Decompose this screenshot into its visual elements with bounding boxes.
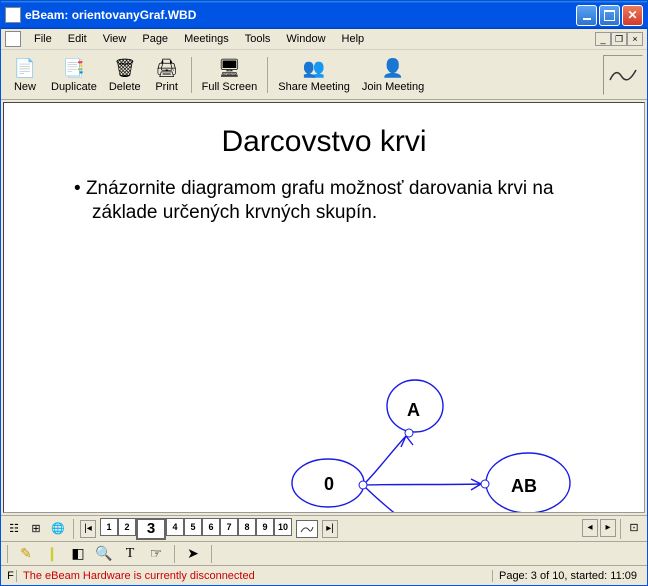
share-meeting-icon: 👥 bbox=[302, 56, 326, 80]
page-thumb-6[interactable]: 6 bbox=[202, 518, 220, 536]
print-button[interactable]: 🖨 Print bbox=[147, 53, 187, 97]
svg-text:0: 0 bbox=[324, 474, 334, 494]
join-meeting-icon: 👤 bbox=[381, 56, 405, 80]
text-tool-icon[interactable]: T bbox=[122, 546, 138, 562]
page-thumb-3[interactable]: 3 bbox=[136, 518, 166, 540]
new-label: New bbox=[14, 81, 36, 93]
new-button[interactable]: 📄 New bbox=[5, 53, 45, 97]
page-draw-thumb[interactable] bbox=[296, 520, 318, 538]
graph-diagram: 0ABAB bbox=[4, 103, 644, 513]
toolbar-separator bbox=[191, 57, 192, 93]
delete-icon: 🗑 bbox=[113, 56, 137, 80]
fullscreen-button[interactable]: 🖥 Full Screen bbox=[196, 53, 264, 97]
scribble-tool-button[interactable] bbox=[603, 55, 643, 95]
page-thumbnails: 12345678910 bbox=[100, 518, 292, 540]
statusbar: F The eBeam Hardware is currently discon… bbox=[1, 565, 647, 585]
menu-help[interactable]: Help bbox=[335, 31, 372, 47]
menubar: File Edit View Page Meetings Tools Windo… bbox=[1, 29, 647, 50]
print-label: Print bbox=[155, 81, 178, 93]
pager-next-button[interactable]: ▸ bbox=[600, 519, 616, 537]
close-button[interactable] bbox=[622, 5, 643, 26]
toolbar: 📄 New 📑 Duplicate 🗑 Delete 🖨 Print 🖥 Ful… bbox=[1, 50, 647, 100]
globe-icon[interactable]: 🌐 bbox=[49, 520, 67, 538]
page-thumb-8[interactable]: 8 bbox=[238, 518, 256, 536]
pager-separator bbox=[620, 519, 621, 539]
join-meeting-button[interactable]: 👤 Join Meeting bbox=[356, 53, 430, 97]
page-thumb-2[interactable]: 2 bbox=[118, 518, 136, 536]
pager-bar: ☷ ⊞ 🌐 |◂ 12345678910 ▸| ◂ ▸ ⊡ bbox=[1, 515, 647, 541]
mdi-close-button[interactable]: × bbox=[627, 32, 643, 46]
window-title: eBeam: orientovanyGraf.WBD bbox=[25, 8, 576, 22]
page-thumb-4[interactable]: 4 bbox=[166, 518, 184, 536]
page-thumb-5[interactable]: 5 bbox=[184, 518, 202, 536]
toolbar-separator bbox=[267, 57, 268, 93]
menu-file[interactable]: File bbox=[27, 31, 59, 47]
share-meeting-label: Share Meeting bbox=[278, 81, 350, 93]
delete-button[interactable]: 🗑 Delete bbox=[103, 53, 147, 97]
delete-label: Delete bbox=[109, 81, 141, 93]
highlighter-tool-icon[interactable]: ❙ bbox=[44, 546, 60, 562]
menu-window[interactable]: Window bbox=[279, 31, 332, 47]
eraser-tool-icon[interactable]: ◧ bbox=[70, 546, 86, 562]
page-thumb-7[interactable]: 7 bbox=[220, 518, 238, 536]
join-meeting-label: Join Meeting bbox=[362, 81, 424, 93]
drawing-toolbar: ✎ ❙ ◧ 🔍 T ☞ ➤ bbox=[1, 541, 647, 565]
toolrow-separator bbox=[174, 545, 175, 563]
zoom-tool-icon[interactable]: 🔍 bbox=[96, 546, 112, 562]
status-message: The eBeam Hardware is currently disconne… bbox=[17, 570, 492, 582]
menu-meetings[interactable]: Meetings bbox=[177, 31, 236, 47]
duplicate-label: Duplicate bbox=[51, 81, 97, 93]
page-thumb-10[interactable]: 10 bbox=[274, 518, 292, 536]
pager-first-button[interactable]: |◂ bbox=[80, 520, 96, 538]
maximize-button[interactable] bbox=[599, 5, 620, 26]
doc-icon bbox=[5, 31, 21, 47]
svg-text:AB: AB bbox=[511, 476, 537, 496]
page-thumb-9[interactable]: 9 bbox=[256, 518, 274, 536]
print-icon: 🖨 bbox=[155, 56, 179, 80]
mdi-restore-button[interactable]: ❐ bbox=[611, 32, 627, 46]
duplicate-button[interactable]: 📑 Duplicate bbox=[45, 53, 103, 97]
pager-separator bbox=[73, 519, 74, 539]
share-meeting-button[interactable]: 👥 Share Meeting bbox=[272, 53, 356, 97]
fullscreen-icon: 🖥 bbox=[217, 56, 241, 80]
menu-edit[interactable]: Edit bbox=[61, 31, 94, 47]
titlebar: eBeam: orientovanyGraf.WBD bbox=[1, 1, 647, 29]
new-icon: 📄 bbox=[13, 56, 37, 80]
menu-view[interactable]: View bbox=[96, 31, 134, 47]
view-grid-icon[interactable]: ⊞ bbox=[27, 520, 45, 538]
hand-tool-icon[interactable]: ☞ bbox=[148, 546, 164, 562]
menu-page[interactable]: Page bbox=[135, 31, 175, 47]
pager-options-icon[interactable]: ⊡ bbox=[625, 519, 643, 537]
pager-last-button[interactable]: ▸| bbox=[322, 520, 338, 538]
page-thumb-1[interactable]: 1 bbox=[100, 518, 118, 536]
canvas[interactable]: Darcovstvo krvi Znázornite diagramom gra… bbox=[3, 102, 645, 513]
status-flag: F bbox=[5, 570, 17, 582]
minimize-button[interactable] bbox=[576, 5, 597, 26]
app-icon bbox=[5, 7, 21, 23]
status-page-info: Page: 3 of 10, started: 11:09 bbox=[492, 570, 643, 582]
svg-text:A: A bbox=[407, 400, 420, 420]
fullscreen-label: Full Screen bbox=[202, 81, 258, 93]
pen-tool-icon[interactable]: ✎ bbox=[18, 546, 34, 562]
toolrow-separator bbox=[7, 545, 8, 563]
mdi-minimize-button[interactable]: _ bbox=[595, 32, 611, 46]
menu-tools[interactable]: Tools bbox=[238, 31, 278, 47]
pointer-tool-icon[interactable]: ➤ bbox=[185, 546, 201, 562]
toolrow-separator bbox=[211, 545, 212, 563]
duplicate-icon: 📑 bbox=[62, 56, 86, 80]
pager-prev-button[interactable]: ◂ bbox=[582, 519, 598, 537]
view-list-icon[interactable]: ☷ bbox=[5, 520, 23, 538]
